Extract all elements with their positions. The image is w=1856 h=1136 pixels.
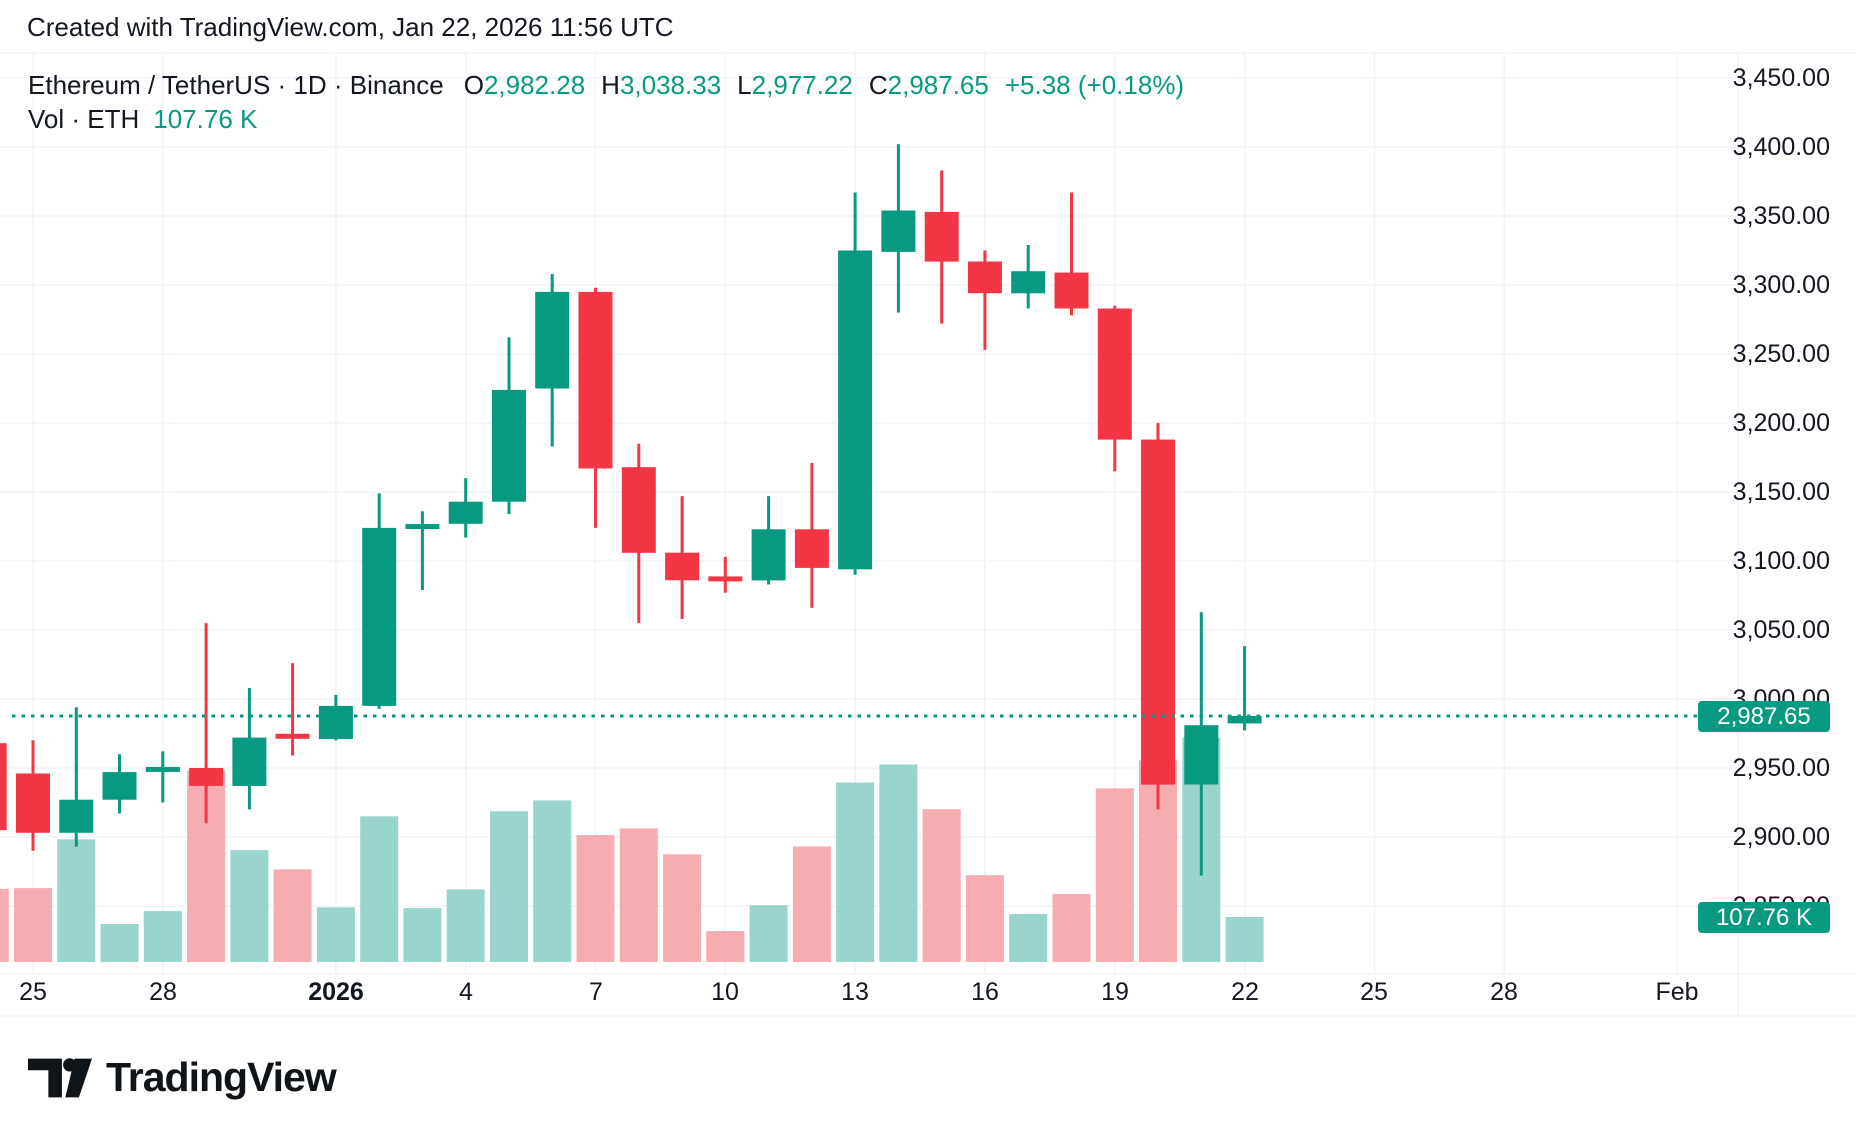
- time-tick-label: 10: [711, 978, 739, 1006]
- tradingview-brand-text: TradingView: [106, 1054, 337, 1100]
- time-tick-label: 22: [1231, 978, 1259, 1006]
- time-tick-label: 7: [589, 978, 603, 1006]
- time-tick-label: 2026: [308, 978, 364, 1006]
- time-tick-label: Feb: [1655, 978, 1699, 1006]
- symbol-legend: Ethereum / TetherUS · 1D · Binance O2,98…: [28, 70, 1184, 101]
- price-tick-label: 2,900.00: [1732, 823, 1830, 851]
- time-tick-label: 25: [19, 978, 47, 1006]
- symbol-title: Ethereum / TetherUS · 1D · Binance: [28, 70, 444, 100]
- price-tick-label: 3,250.00: [1732, 340, 1830, 368]
- last-volume-badge: 107.76 K: [1698, 902, 1830, 933]
- price-change: +5.38 (+0.18%): [1004, 70, 1185, 100]
- time-tick-label: 19: [1101, 978, 1129, 1006]
- price-tick-label: 3,350.00: [1732, 202, 1830, 230]
- volume-label: Vol · ETH: [28, 104, 140, 134]
- ohlc-high: H3,038.33: [601, 70, 722, 100]
- time-tick-label: 28: [1490, 978, 1518, 1006]
- ohlc-low: L2,977.22: [737, 70, 853, 100]
- price-tick-label: 3,200.00: [1732, 409, 1830, 437]
- time-tick-label: 25: [1360, 978, 1388, 1006]
- ohlc-open: O2,982.28: [463, 70, 586, 100]
- price-tick-label: 3,450.00: [1732, 64, 1830, 92]
- last-price-badge: 2,987.65: [1698, 701, 1830, 732]
- tradingview-watermark[interactable]: TradingView: [27, 1054, 337, 1101]
- volume-legend: Vol · ETH 107.76 K: [28, 104, 257, 135]
- time-tick-label: 13: [841, 978, 869, 1006]
- attribution-header: Created with TradingView.com, Jan 22, 20…: [27, 12, 674, 42]
- price-tick-label: 3,300.00: [1732, 271, 1830, 299]
- price-tick-label: 3,150.00: [1732, 478, 1830, 506]
- price-tick-label: 3,050.00: [1732, 616, 1830, 644]
- time-tick-label: 28: [149, 978, 177, 1006]
- volume-value: 107.76 K: [153, 104, 258, 134]
- price-tick-label: 3,100.00: [1732, 547, 1830, 575]
- time-tick-label: 16: [971, 978, 999, 1006]
- price-tick-label: 2,950.00: [1732, 754, 1830, 782]
- ohlc-close: C2,987.65: [868, 70, 989, 100]
- time-tick-label: 4: [459, 978, 473, 1006]
- price-tick-label: 3,400.00: [1732, 133, 1830, 161]
- tradingview-logo-icon: [27, 1056, 93, 1100]
